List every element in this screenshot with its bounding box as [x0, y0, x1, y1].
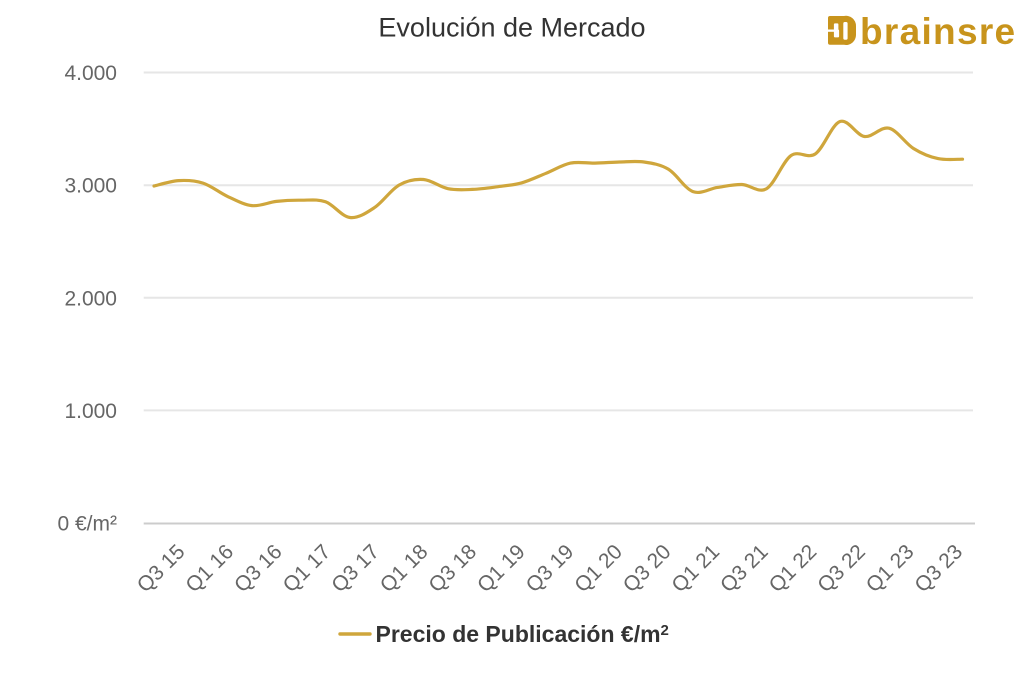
svg-text:0 €/m²: 0 €/m² — [57, 513, 117, 536]
svg-text:Evolución de Mercado: Evolución de Mercado — [378, 13, 645, 43]
svg-text:brainsre: brainsre — [860, 11, 1016, 52]
svg-text:4.000: 4.000 — [64, 62, 117, 85]
svg-text:1.000: 1.000 — [64, 400, 117, 423]
svg-text:2.000: 2.000 — [64, 287, 117, 310]
svg-text:Precio de Publicación €/m2: Precio de Publicación €/m2 — [376, 621, 669, 647]
svg-text:3.000: 3.000 — [64, 175, 117, 198]
